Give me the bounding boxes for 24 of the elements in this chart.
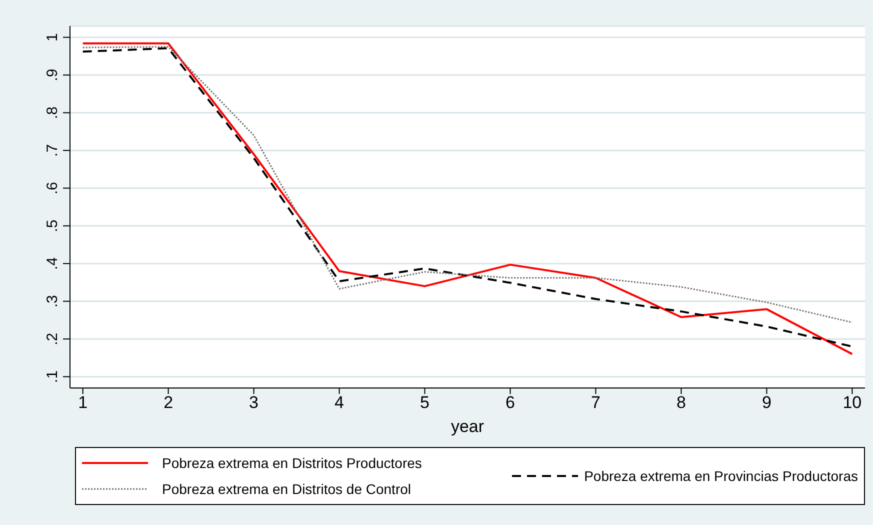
y-tick-label: .1 [44, 370, 61, 383]
y-tick-label: .3 [44, 295, 61, 308]
y-tick-label: .9 [44, 68, 61, 82]
x-axis-title: year [450, 417, 484, 436]
x-tick-label: 10 [842, 393, 862, 412]
y-tick-label: .8 [44, 106, 61, 119]
legend-label: Pobreza extrema en Distritos de Control [162, 481, 411, 497]
y-tick-label: .7 [44, 144, 61, 157]
y-tick-label: .6 [44, 182, 61, 194]
legend-label: Pobreza extrema en Provincias Productoras [584, 468, 858, 484]
y-tick-label: .5 [44, 220, 61, 232]
x-tick-label: 8 [676, 393, 686, 412]
y-tick-label: .2 [44, 332, 61, 346]
x-tick-label: 4 [334, 393, 344, 412]
x-tick-label: 6 [506, 393, 515, 412]
x-tick-label: 5 [420, 393, 430, 412]
x-tick-label: 7 [590, 393, 600, 412]
x-tick-label: 2 [164, 393, 174, 412]
x-tick-label: 3 [249, 393, 259, 412]
y-tick-label: 1 [44, 33, 61, 42]
y-tick-label: .4 [44, 257, 61, 270]
x-tick-label: 9 [762, 393, 772, 412]
legend-label: Pobreza extrema en Distritos Productores [162, 455, 422, 471]
x-tick-label: 1 [78, 393, 88, 412]
